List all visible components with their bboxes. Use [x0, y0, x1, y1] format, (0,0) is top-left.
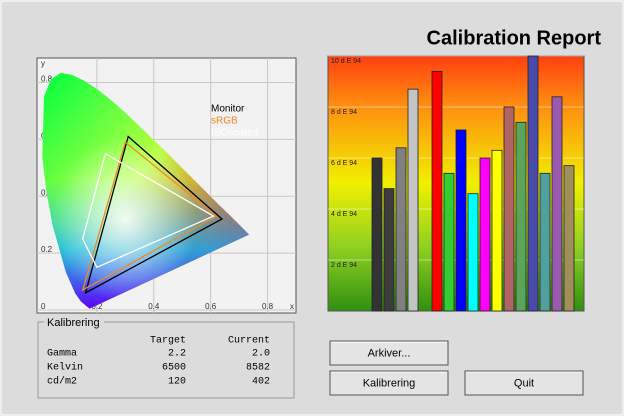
bar	[491, 149, 503, 312]
y-tick-label: 0	[41, 302, 46, 311]
group-title: Kalibrering	[47, 317, 100, 329]
bar	[407, 88, 419, 312]
y-tick-label: 4 d E 94	[331, 211, 357, 218]
y-tick-label: 0.2	[41, 245, 53, 254]
bar	[431, 70, 443, 312]
row-label: Gamma	[47, 349, 77, 360]
x-tick-label: 0.2	[91, 302, 103, 311]
bar	[371, 157, 383, 312]
cell: 402	[252, 377, 270, 388]
x-tick-label: 0.6	[205, 302, 217, 311]
cell: 6500	[162, 363, 186, 374]
y-tick-label: 6 d E 94	[331, 160, 357, 167]
bar	[395, 147, 407, 312]
y-tick-label: 10 d E 94	[331, 58, 361, 65]
calibration-panel: Kalibrering Target Current Gamma 2.2 2.0 Kelv…	[37, 316, 295, 399]
cell: 8582	[246, 363, 270, 374]
bar	[479, 157, 491, 312]
bar	[383, 188, 395, 312]
group-box	[37, 321, 295, 399]
gamut	[84, 135, 224, 295]
y-tick-label: 8 d E 94	[331, 109, 357, 116]
button-label[interactable]: Kalibrering	[363, 377, 416, 389]
bar	[563, 165, 575, 312]
x-tick-label: 0.4	[148, 302, 160, 311]
bar	[503, 106, 515, 312]
y-axis-label: y	[41, 59, 45, 68]
column-header: Target	[150, 336, 186, 347]
x-tick-label: 0.8	[262, 302, 274, 311]
column-header: Current	[228, 336, 270, 347]
cell: 2.2	[168, 349, 186, 360]
y-tick-label: 2 d E 94	[331, 262, 357, 269]
bar	[527, 55, 539, 312]
bar	[539, 172, 551, 312]
legend-entry: sRGB	[211, 116, 238, 127]
row-label: cd/m2	[47, 376, 77, 388]
group-title-bg	[44, 316, 104, 328]
bar-chart: 2 d E 94 4 d E 94 6 d E 94 8 d E 94 10 d E 9…	[327, 55, 585, 312]
cell: 120	[168, 377, 186, 388]
bar	[515, 121, 527, 312]
cell: 2.0	[252, 349, 270, 360]
button-label[interactable]: Quit	[514, 377, 534, 389]
button-label[interactable]: Arkiver...	[368, 347, 411, 359]
title: Calibration Report	[427, 27, 602, 49]
legend-entry: ISOcoated	[211, 128, 258, 139]
x-axis-label: x	[290, 302, 294, 311]
y-tick-label: 0.8	[41, 75, 53, 84]
bar	[467, 193, 479, 312]
button[interactable]	[329, 370, 449, 396]
bar	[551, 96, 563, 312]
bar	[455, 129, 467, 312]
button[interactable]	[464, 370, 584, 396]
bar	[443, 172, 455, 312]
button[interactable]	[329, 340, 449, 366]
legend-entry: Monitor	[211, 104, 245, 115]
gamut	[82, 152, 215, 269]
gamut	[81, 141, 218, 292]
cie-chart: 0.20.40.60.800.20.40.60.8xy MonitorsRGBI…	[36, 57, 297, 314]
row-label: Kelvin	[47, 362, 83, 374]
